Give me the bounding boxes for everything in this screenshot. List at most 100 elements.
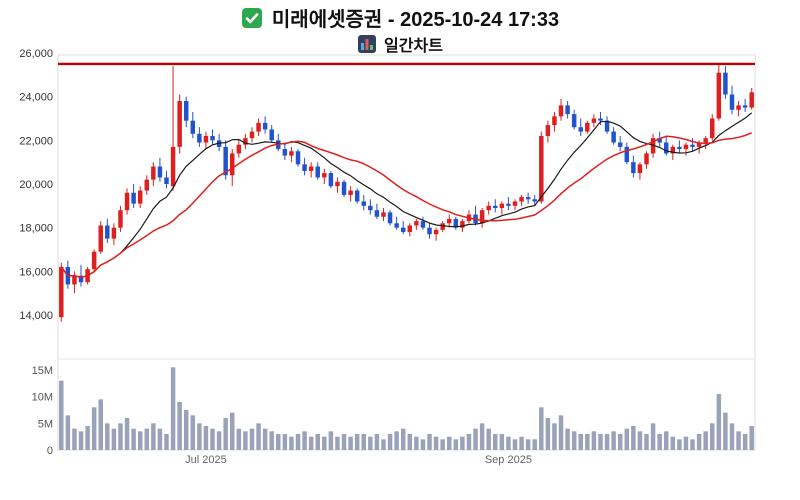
- volume-bar: [256, 423, 261, 450]
- candle-body: [381, 212, 386, 217]
- candle-body: [578, 127, 583, 132]
- candle-body: [420, 221, 426, 228]
- volume-bar: [131, 428, 136, 450]
- volume-bar: [335, 436, 340, 450]
- volume-bar: [578, 434, 583, 450]
- volume-bar: [591, 431, 597, 450]
- volume-bar: [552, 423, 557, 450]
- volume-bar: [729, 423, 735, 450]
- volume-bar: [723, 412, 728, 450]
- candle-body: [696, 142, 702, 147]
- candle-body: [374, 210, 380, 217]
- candle-body: [59, 266, 64, 318]
- volume-bar: [282, 434, 288, 450]
- volume-bar: [394, 431, 399, 450]
- volume-bar: [348, 436, 353, 450]
- candle-body: [295, 151, 301, 165]
- candle-body: [716, 72, 722, 119]
- chart-subtitle-row: 일간차트: [0, 32, 800, 56]
- volume-bar: [269, 431, 274, 450]
- volume-bar: [703, 431, 708, 450]
- candle-body: [571, 114, 577, 128]
- candle-body: [447, 218, 452, 224]
- volume-bar: [289, 436, 294, 450]
- candle-body: [407, 225, 413, 233]
- volume-axis-tick: 10M: [32, 392, 53, 404]
- volume-bar: [216, 431, 222, 450]
- ma-line-20: [60, 132, 752, 279]
- candle-body: [604, 120, 610, 132]
- page-title: 미래에셋증권 - 2025-10-24 17:33: [271, 9, 560, 31]
- candle-body: [223, 146, 228, 176]
- y-axis-tick: 16,000: [19, 266, 53, 278]
- candle-body: [723, 72, 728, 95]
- candle-body: [164, 177, 169, 184]
- volume-bar: [295, 434, 301, 450]
- volume-bar: [243, 431, 248, 450]
- candle-body: [183, 101, 189, 121]
- candle-body: [644, 153, 649, 165]
- volume-bar: [433, 436, 439, 450]
- candle-body: [210, 135, 215, 141]
- volume-bar: [400, 428, 406, 450]
- candle-body: [335, 181, 340, 187]
- candle-body: [736, 105, 741, 110]
- candle-body: [657, 138, 662, 143]
- candle-body: [545, 125, 551, 136]
- volume-bar: [499, 434, 505, 450]
- volume-bar: [85, 426, 90, 450]
- volume-bar: [664, 431, 669, 450]
- candle-body: [414, 221, 419, 226]
- candle-body: [729, 94, 735, 110]
- candle-body: [499, 203, 505, 209]
- candle-body: [368, 205, 373, 211]
- candle-body: [664, 142, 669, 154]
- volume-axis-tick: 5M: [38, 418, 53, 430]
- volume-bar: [308, 436, 314, 450]
- volume-bar: [210, 428, 215, 450]
- volume-bar: [91, 407, 97, 450]
- volume-bar: [262, 428, 268, 450]
- candle-body: [440, 223, 445, 230]
- volume-bar: [361, 434, 366, 450]
- candle-body: [315, 166, 320, 178]
- candle-body: [118, 210, 123, 228]
- volume-bar: [197, 423, 202, 450]
- volume-bar: [407, 434, 413, 450]
- candle-body: [394, 223, 399, 228]
- candle-body: [157, 166, 163, 178]
- candle-body: [269, 129, 274, 141]
- y-axis-tick: 20,000: [19, 179, 53, 191]
- volume-bar: [368, 436, 373, 450]
- volume-bar: [151, 423, 156, 450]
- candle-body: [703, 138, 708, 143]
- volume-bar: [59, 380, 64, 450]
- candle-body: [532, 199, 537, 202]
- volume-bar: [657, 434, 662, 450]
- candle-body: [249, 131, 255, 139]
- candle-body: [512, 201, 518, 206]
- volume-bar: [650, 423, 656, 450]
- volume-bar: [427, 434, 432, 450]
- volume-bar: [690, 439, 695, 450]
- volume-bar: [98, 399, 103, 450]
- candle-body: [105, 225, 110, 239]
- candle-body: [302, 164, 307, 171]
- volume-bar: [473, 428, 478, 450]
- y-axis-tick: 14,000: [19, 310, 53, 322]
- candle-body: [433, 229, 439, 235]
- candle-body: [453, 218, 459, 228]
- volume-bar: [447, 436, 452, 450]
- chart-title-row: 미래에셋증권 - 2025-10-24 17:33: [0, 3, 800, 32]
- candle-body: [322, 173, 327, 178]
- volume-bar: [177, 402, 182, 450]
- volume-bar: [170, 367, 176, 450]
- volume-bar: [341, 434, 347, 450]
- candle-body: [131, 192, 136, 204]
- volume-bar: [631, 426, 636, 450]
- volume-bar: [637, 431, 643, 450]
- candle-body: [341, 181, 347, 195]
- volume-bar: [486, 428, 491, 450]
- candle-body: [111, 227, 117, 239]
